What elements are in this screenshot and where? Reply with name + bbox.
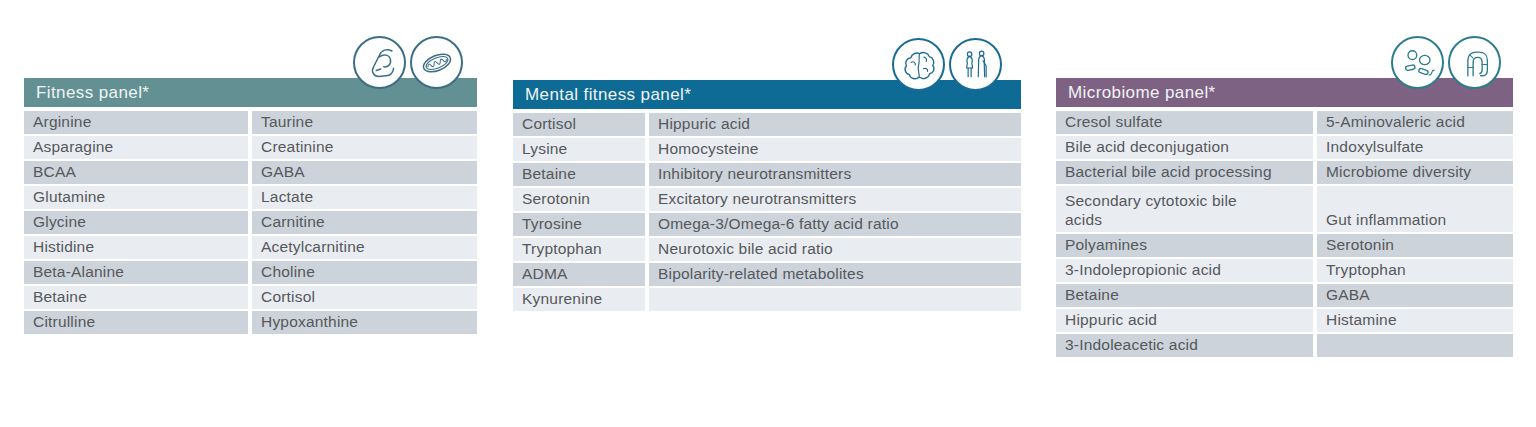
panel-row: HistidineAcetylcarnitine bbox=[24, 236, 477, 259]
panel-row: GlutamineLactate bbox=[24, 186, 477, 209]
mental-fitness-panel: Mental fitness panel* CortisolHippuric a… bbox=[513, 80, 1021, 311]
panel-row: ADMABipolarity-related metabolites bbox=[513, 263, 1021, 286]
metabolite-cell: Excitatory neurotransmitters bbox=[649, 188, 1021, 211]
metabolite-cell: Neurotoxic bile acid ratio bbox=[649, 238, 1021, 261]
panel-rows: Cresol sulfate5-Aminovaleric acidBile ac… bbox=[1056, 111, 1513, 357]
metabolite-cell bbox=[1317, 334, 1513, 357]
microbiome-panel: Microbiome panel* Cresol sulfate5-Aminov… bbox=[1056, 78, 1513, 357]
metabolite-cell: Tryptophan bbox=[513, 238, 645, 261]
panel-row: BetaineInhibitory neurotransmitters bbox=[513, 163, 1021, 186]
metabolite-cell: Hippuric acid bbox=[1056, 309, 1313, 332]
metabolite-cell: ADMA bbox=[513, 263, 645, 286]
metabolite-cell: Tyrosine bbox=[513, 213, 645, 236]
panel-row: ArginineTaurine bbox=[24, 111, 477, 134]
metabolite-cell: BCAA bbox=[24, 161, 248, 184]
metabolite-cell: Microbiome diversity bbox=[1317, 161, 1513, 184]
panel-row: PolyaminesSerotonin bbox=[1056, 234, 1513, 257]
metabolite-cell: Betaine bbox=[1056, 284, 1313, 307]
metabolite-cell: Polyamines bbox=[1056, 234, 1313, 257]
metabolite-cell: Indoxylsulfate bbox=[1317, 136, 1513, 159]
metabolite-cell: Inhibitory neurotransmitters bbox=[649, 163, 1021, 186]
metabolite-cell: Citrulline bbox=[24, 311, 248, 334]
metabolite-cell: Cortisol bbox=[252, 286, 477, 309]
metabolite-cell: Omega-3/Omega-6 fatty acid ratio bbox=[649, 213, 1021, 236]
metabolite-cell: Beta-Alanine bbox=[24, 261, 248, 284]
fitness-panel: Fitness panel* ArginineTaurineAsparagine… bbox=[24, 78, 477, 334]
metabolite-cell: Carnitine bbox=[252, 211, 477, 234]
metabolite-panels: Fitness panel* ArginineTaurineAsparagine… bbox=[0, 0, 1536, 427]
metabolite-cell: 3-Indoleacetic acid bbox=[1056, 334, 1313, 357]
panel-row: 3-Indolepropionic acidTryptophan bbox=[1056, 259, 1513, 282]
metabolite-cell: Hypoxanthine bbox=[252, 311, 477, 334]
metabolite-cell: Cresol sulfate bbox=[1056, 111, 1313, 134]
panel-row: Secondary cytotoxic bile acidsGut inflam… bbox=[1056, 186, 1513, 232]
metabolite-cell: GABA bbox=[252, 161, 477, 184]
metabolite-cell: Arginine bbox=[24, 111, 248, 134]
elderly-couple-icon bbox=[949, 38, 1002, 91]
metabolite-cell: Serotonin bbox=[1317, 234, 1513, 257]
panel-row: LysineHomocysteine bbox=[513, 138, 1021, 161]
metabolite-cell: Betaine bbox=[513, 163, 645, 186]
metabolite-cell: Cortisol bbox=[513, 113, 645, 136]
metabolite-cell: Homocysteine bbox=[649, 138, 1021, 161]
mental-fitness-panel-icons bbox=[892, 38, 1002, 91]
panel-rows: CortisolHippuric acidLysineHomocysteineB… bbox=[513, 113, 1021, 311]
metabolite-cell: Creatinine bbox=[252, 136, 477, 159]
panel-row: 3-Indoleacetic acid bbox=[1056, 334, 1513, 357]
panel-row: Cresol sulfate5-Aminovaleric acid bbox=[1056, 111, 1513, 134]
metabolite-cell: Hippuric acid bbox=[649, 113, 1021, 136]
metabolite-cell: 3-Indolepropionic acid bbox=[1056, 259, 1313, 282]
metabolite-cell: Histamine bbox=[1317, 309, 1513, 332]
metabolite-cell: Taurine bbox=[252, 111, 477, 134]
metabolite-cell: Glutamine bbox=[24, 186, 248, 209]
panel-rows: ArginineTaurineAsparagineCreatinineBCAAG… bbox=[24, 111, 477, 334]
panel-row: Kynurenine bbox=[513, 288, 1021, 311]
panel-row: BetaineCortisol bbox=[24, 286, 477, 309]
bacteria-icon bbox=[1391, 36, 1444, 89]
metabolite-cell: Histidine bbox=[24, 236, 248, 259]
panel-row: CortisolHippuric acid bbox=[513, 113, 1021, 136]
metabolite-cell: GABA bbox=[1317, 284, 1513, 307]
metabolite-cell: Serotonin bbox=[513, 188, 645, 211]
metabolite-cell: Acetylcarnitine bbox=[252, 236, 477, 259]
panel-row: Hippuric acidHistamine bbox=[1056, 309, 1513, 332]
metabolite-cell: Bipolarity-related metabolites bbox=[649, 263, 1021, 286]
metabolite-cell: Betaine bbox=[24, 286, 248, 309]
mitochondria-icon bbox=[410, 36, 463, 89]
metabolite-cell: Tryptophan bbox=[1317, 259, 1513, 282]
panel-row: TyrosineOmega-3/Omega-6 fatty acid ratio bbox=[513, 213, 1021, 236]
metabolite-cell bbox=[649, 288, 1021, 311]
metabolite-cell: Bacterial bile acid processing bbox=[1056, 161, 1313, 184]
panel-row: BCAAGABA bbox=[24, 161, 477, 184]
panel-row: Bile acid deconjugationIndoxylsulfate bbox=[1056, 136, 1513, 159]
metabolite-cell: Choline bbox=[252, 261, 477, 284]
metabolite-cell: Glycine bbox=[24, 211, 248, 234]
metabolite-cell: Lactate bbox=[252, 186, 477, 209]
panel-row: Beta-AlanineCholine bbox=[24, 261, 477, 284]
metabolite-cell: 5-Aminovaleric acid bbox=[1317, 111, 1513, 134]
panel-row: BetaineGABA bbox=[1056, 284, 1513, 307]
metabolite-cell: Bile acid deconjugation bbox=[1056, 136, 1313, 159]
panel-row: AsparagineCreatinine bbox=[24, 136, 477, 159]
panel-row: TryptophanNeurotoxic bile acid ratio bbox=[513, 238, 1021, 261]
metabolite-cell: Kynurenine bbox=[513, 288, 645, 311]
panel-row: GlycineCarnitine bbox=[24, 211, 477, 234]
metabolite-cell: Asparagine bbox=[24, 136, 248, 159]
intestine-icon bbox=[1448, 36, 1501, 89]
microbiome-panel-icons bbox=[1391, 36, 1501, 89]
panel-row: Bacterial bile acid processingMicrobiome… bbox=[1056, 161, 1513, 184]
brain-icon bbox=[892, 38, 945, 91]
bicep-icon bbox=[353, 36, 406, 89]
metabolite-cell: Gut inflammation bbox=[1317, 186, 1513, 232]
metabolite-cell: Lysine bbox=[513, 138, 645, 161]
metabolite-cell: Secondary cytotoxic bile acids bbox=[1056, 186, 1313, 232]
panel-row: CitrullineHypoxanthine bbox=[24, 311, 477, 334]
fitness-panel-icons bbox=[353, 36, 463, 89]
panel-row: SerotoninExcitatory neurotransmitters bbox=[513, 188, 1021, 211]
